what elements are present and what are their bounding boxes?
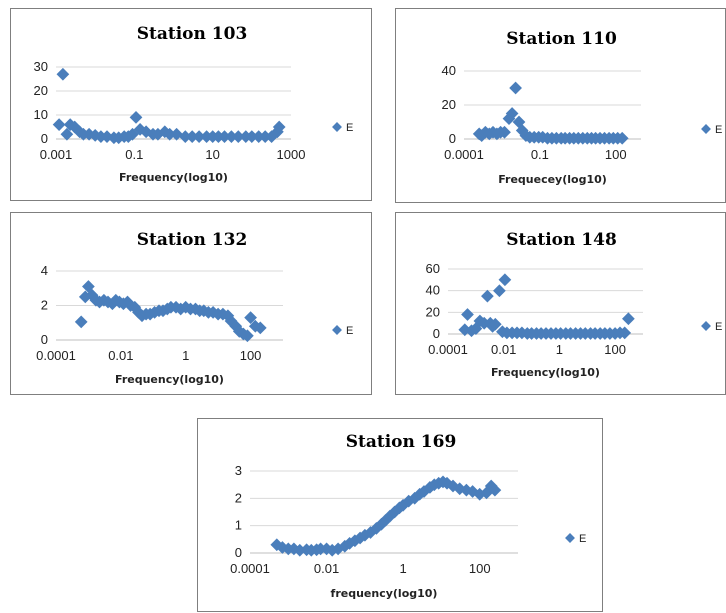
x-tick-label: 0.01 [491, 342, 516, 357]
x-tick-label: 0.1 [125, 147, 143, 162]
data-point [481, 289, 494, 303]
chart-svg: Station 132 0 2 4 0.0001 0.01 1 100 Frequency(lo… [36, 230, 353, 386]
x-tick-label: 0.01 [314, 561, 339, 576]
data-point [225, 130, 238, 143]
data-point [245, 130, 259, 143]
x-tick-label: 100 [604, 342, 626, 357]
data-point [509, 81, 522, 95]
y-tick-label: 1 [235, 518, 242, 533]
legend-label: E [715, 321, 722, 333]
data-point [178, 130, 192, 143]
data-point [218, 130, 231, 143]
x-axis-label: Frequency(log10) [119, 171, 228, 184]
x-tick-label: 10 [205, 147, 219, 162]
legend-label: E [715, 124, 722, 136]
data-point [192, 130, 206, 143]
y-tick-label: 3 [235, 463, 242, 478]
data-point [56, 67, 70, 81]
y-tick-label: 60 [426, 261, 440, 276]
chart-svg: Station 148 0 20 40 60 0.0001 0.01 1 100 Frequenc… [426, 230, 723, 379]
chart-panel-station-110: Station 110 0 20 40 0.0001 0.1 100 Frequecey(lo… [395, 8, 726, 203]
y-tick-label: 10 [34, 107, 48, 122]
data-point [498, 273, 512, 287]
data-point [60, 127, 74, 141]
y-tick-label: 2 [41, 298, 48, 313]
chart-panel-station-169: Station 169 0 1 2 3 0.0001 0.01 1 100 frequency(l… [197, 418, 603, 612]
y-tick-label: 40 [426, 283, 440, 298]
legend-marker [701, 321, 711, 331]
y-tick-label: 2 [235, 490, 242, 505]
data-point [493, 284, 506, 298]
data-point [52, 118, 66, 131]
legend-marker [332, 325, 342, 335]
y-tick-label: 20 [442, 97, 456, 112]
chart-title: Station 148 [506, 230, 617, 250]
y-tick-label: 20 [426, 304, 440, 319]
y-tick-label: 4 [41, 263, 48, 278]
chart-svg: Station 110 0 20 40 0.0001 0.1 100 Frequecey(lo… [442, 29, 723, 186]
x-tick-label: 0.0001 [230, 561, 270, 576]
y-tick-label: 30 [34, 59, 48, 74]
data-point [129, 111, 143, 124]
y-tick-label: 0 [41, 332, 48, 347]
chart-title: Station 110 [506, 29, 617, 49]
y-tick-label: 0 [449, 131, 456, 146]
y-tick-label: 0 [41, 131, 48, 146]
legend-label: E [579, 533, 586, 545]
x-tick-label: 0.0001 [36, 348, 76, 363]
data-point [163, 127, 177, 141]
legend-marker [332, 122, 342, 132]
data-point [231, 130, 245, 143]
legend-marker [565, 533, 575, 543]
data-point [488, 483, 502, 497]
data-point [498, 125, 511, 139]
chart-title: Station 103 [137, 24, 248, 44]
data-point [461, 308, 474, 321]
chart-svg: Station 169 0 1 2 3 0.0001 0.01 1 100 frequency(l… [230, 432, 586, 600]
legend-label: E [346, 325, 353, 337]
chart-panel-station-103: Station 103 0 10 20 30 0.001 0.1 10 1000 Frequenc… [10, 8, 372, 201]
x-tick-label: 100 [605, 147, 627, 162]
y-tick-label: 40 [442, 63, 456, 78]
x-tick-label: 1 [400, 561, 407, 576]
data-point [272, 120, 286, 134]
legend-marker [701, 124, 711, 134]
x-tick-label: 100 [469, 561, 491, 576]
x-tick-label: 0.001 [40, 147, 73, 162]
x-tick-label: 0.1 [531, 147, 549, 162]
y-tick-label: 0 [433, 326, 440, 341]
x-axis-label: Frequency(log10) [491, 366, 600, 379]
x-tick-label: 0.0001 [444, 147, 484, 162]
y-tick-label: 0 [235, 545, 242, 560]
chart-svg: Station 103 0 10 20 30 0.001 0.1 10 1000 Frequenc… [34, 24, 354, 184]
legend-label: E [346, 122, 353, 134]
data-point [244, 311, 257, 324]
chart-title: Station 132 [137, 230, 248, 250]
data-point [622, 312, 635, 326]
data-point [74, 315, 88, 329]
x-tick-label: 1 [556, 342, 563, 357]
chart-title: Station 169 [346, 432, 457, 452]
x-tick-label: 100 [240, 348, 262, 363]
x-axis-label: Frequency(log10) [115, 373, 224, 386]
x-tick-label: 1 [182, 348, 189, 363]
data-point [185, 130, 199, 143]
chart-panel-station-148: Station 148 0 20 40 60 0.0001 0.01 1 100 Frequenc… [395, 212, 726, 395]
y-tick-label: 20 [34, 83, 48, 98]
x-axis-label: frequency(log10) [331, 587, 438, 600]
x-tick-label: 0.01 [108, 348, 133, 363]
x-tick-label: 0.0001 [428, 342, 468, 357]
x-tick-label: 1000 [277, 147, 306, 162]
x-axis-label: Frequecey(log10) [498, 173, 607, 186]
chart-panel-station-132: Station 132 0 2 4 0.0001 0.01 1 100 Frequency(lo… [10, 212, 372, 395]
